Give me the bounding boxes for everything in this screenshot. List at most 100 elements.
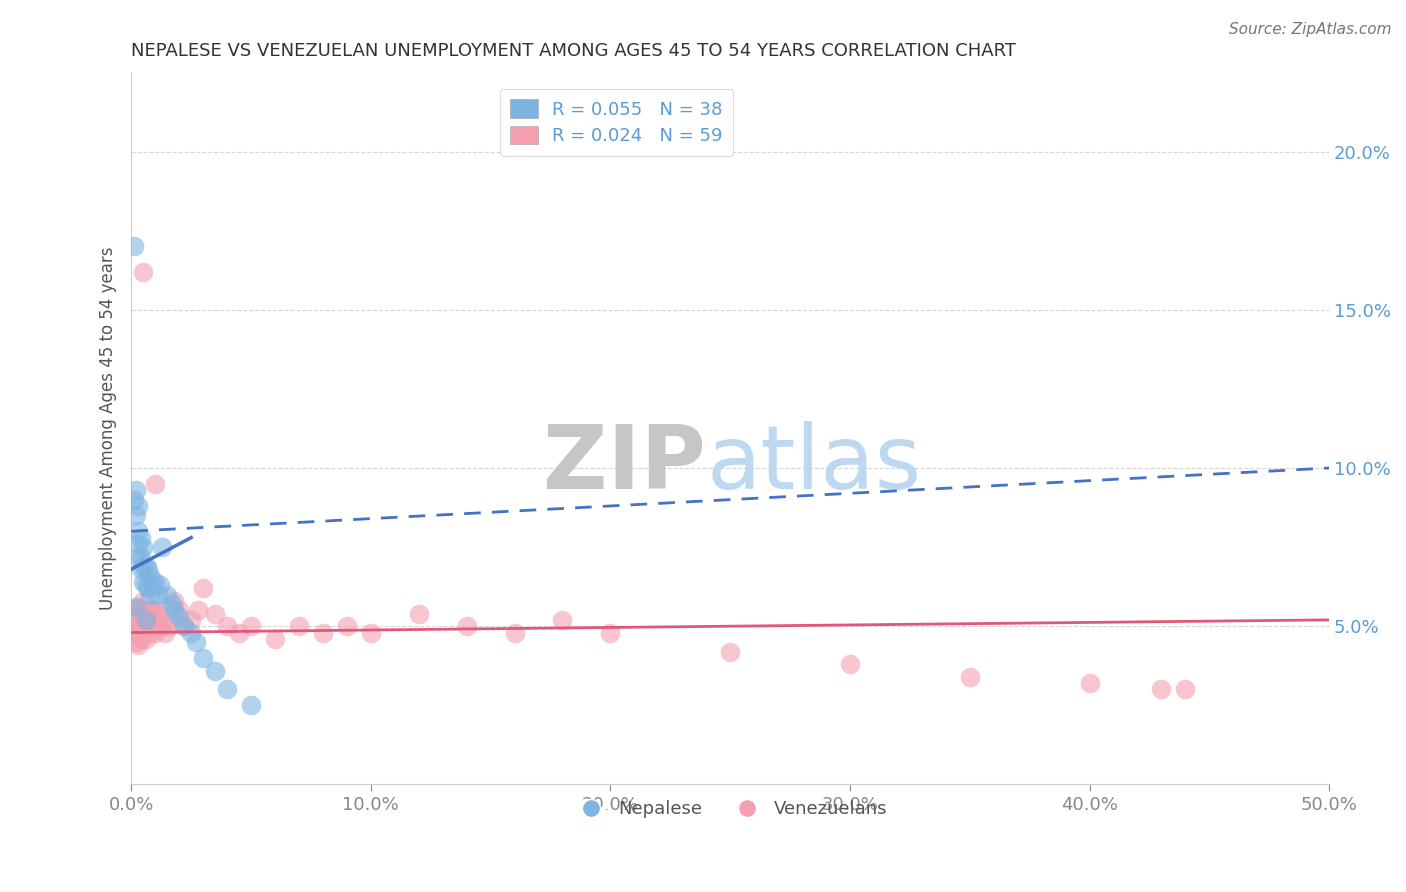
- Point: [1078, 676, 1101, 690]
- Point: [135, 559, 157, 574]
- Point: [122, 492, 145, 507]
- Point: [149, 578, 172, 592]
- Point: [149, 607, 172, 621]
- Point: [125, 613, 148, 627]
- Point: [122, 619, 145, 633]
- Point: [184, 635, 207, 649]
- Point: [959, 670, 981, 684]
- Point: [551, 613, 574, 627]
- Point: [143, 625, 166, 640]
- Point: [135, 619, 157, 633]
- Point: [127, 613, 149, 627]
- Point: [312, 625, 335, 640]
- Point: [456, 619, 478, 633]
- Point: [127, 638, 149, 652]
- Point: [288, 619, 311, 633]
- Point: [125, 635, 148, 649]
- Point: [127, 524, 149, 539]
- Point: [173, 619, 195, 633]
- Point: [127, 600, 149, 615]
- Point: [129, 549, 152, 564]
- Point: [139, 588, 162, 602]
- Point: [167, 609, 190, 624]
- Point: [139, 625, 162, 640]
- Point: [143, 574, 166, 589]
- Point: [159, 619, 181, 633]
- Point: [122, 239, 145, 253]
- Point: [599, 625, 621, 640]
- Point: [180, 625, 202, 640]
- Point: [217, 619, 239, 633]
- Point: [136, 562, 159, 576]
- Point: [167, 603, 190, 617]
- Point: [132, 574, 155, 589]
- Text: Source: ZipAtlas.com: Source: ZipAtlas.com: [1229, 22, 1392, 37]
- Point: [139, 603, 162, 617]
- Point: [180, 613, 202, 627]
- Point: [127, 499, 149, 513]
- Y-axis label: Unemployment Among Ages 45 to 54 years: Unemployment Among Ages 45 to 54 years: [100, 247, 117, 610]
- Point: [146, 588, 169, 602]
- Point: [127, 537, 149, 551]
- Point: [132, 540, 155, 554]
- Point: [125, 483, 148, 497]
- Point: [125, 600, 148, 615]
- Point: [240, 619, 263, 633]
- Point: [264, 632, 287, 646]
- Point: [135, 578, 157, 592]
- Point: [129, 603, 152, 617]
- Point: [204, 664, 226, 678]
- Point: [139, 568, 162, 582]
- Point: [204, 607, 226, 621]
- Point: [136, 603, 159, 617]
- Point: [187, 603, 209, 617]
- Point: [135, 603, 157, 617]
- Point: [1174, 682, 1197, 697]
- Point: [129, 531, 152, 545]
- Point: [143, 476, 166, 491]
- Point: [1150, 682, 1173, 697]
- Point: [152, 540, 174, 554]
- Point: [132, 619, 155, 633]
- Point: [142, 578, 165, 592]
- Point: [217, 682, 239, 697]
- Point: [122, 603, 145, 617]
- Point: [132, 559, 155, 574]
- Text: atlas: atlas: [706, 420, 921, 508]
- Point: [135, 632, 157, 646]
- Point: [132, 594, 155, 608]
- Point: [142, 619, 165, 633]
- Point: [240, 698, 263, 713]
- Point: [152, 619, 174, 633]
- Point: [191, 651, 214, 665]
- Point: [408, 607, 430, 621]
- Point: [156, 613, 179, 627]
- Legend: Nepalese, Venezuelans: Nepalese, Venezuelans: [565, 793, 894, 825]
- Point: [146, 619, 169, 633]
- Point: [163, 603, 186, 617]
- Point: [125, 508, 148, 523]
- Point: [718, 644, 741, 658]
- Point: [132, 265, 155, 279]
- Point: [160, 597, 183, 611]
- Point: [142, 603, 165, 617]
- Point: [191, 581, 214, 595]
- Point: [136, 619, 159, 633]
- Point: [129, 562, 152, 576]
- Point: [143, 603, 166, 617]
- Point: [228, 625, 250, 640]
- Point: [127, 549, 149, 564]
- Point: [503, 625, 526, 640]
- Point: [127, 625, 149, 640]
- Point: [135, 613, 157, 627]
- Point: [360, 625, 382, 640]
- Point: [153, 625, 176, 640]
- Point: [173, 619, 195, 633]
- Point: [125, 625, 148, 640]
- Point: [156, 588, 179, 602]
- Point: [163, 594, 186, 608]
- Point: [129, 619, 152, 633]
- Point: [336, 619, 359, 633]
- Point: [839, 657, 862, 672]
- Text: NEPALESE VS VENEZUELAN UNEMPLOYMENT AMONG AGES 45 TO 54 YEARS CORRELATION CHART: NEPALESE VS VENEZUELAN UNEMPLOYMENT AMON…: [131, 42, 1017, 60]
